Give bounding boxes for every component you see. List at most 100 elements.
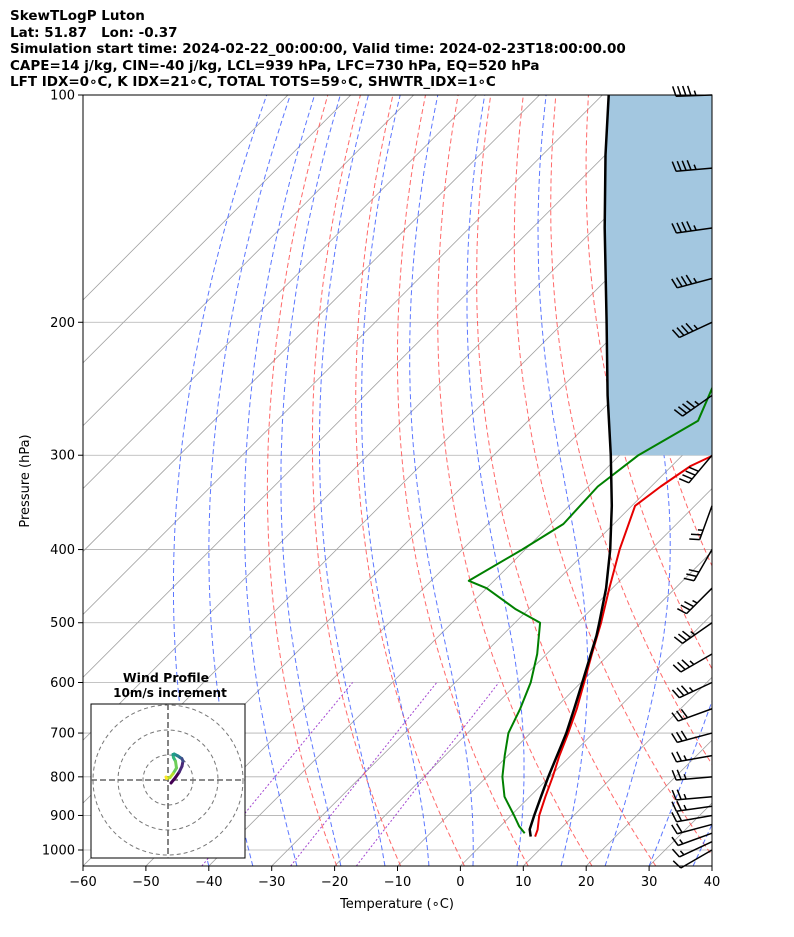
mixing-ratio-line xyxy=(290,682,438,866)
barb-half-flag xyxy=(693,277,698,284)
barb-flag xyxy=(685,322,694,332)
barb-flag xyxy=(688,466,699,473)
parcel-line xyxy=(528,95,614,837)
barb-flag xyxy=(680,275,688,286)
moist-adiabat-line xyxy=(466,95,525,866)
barb-half-flag xyxy=(693,225,697,231)
barb-flag xyxy=(676,811,683,822)
barb-flag xyxy=(676,769,682,780)
barb-half-flag xyxy=(693,324,699,330)
dry-adiabat-line xyxy=(355,95,465,866)
x-tick-label: 10 xyxy=(515,875,532,890)
isotherm-line xyxy=(711,865,712,866)
barb-flag xyxy=(676,608,687,615)
isotherm-line xyxy=(83,95,289,301)
moist-adiabat-line xyxy=(737,95,794,866)
isotherm-line xyxy=(83,95,414,427)
y-tick-label: 500 xyxy=(50,616,75,631)
isotherm-line xyxy=(83,95,540,553)
barb-half-flag xyxy=(688,686,694,692)
x-tick-label: 30 xyxy=(641,875,658,890)
barb-shaft xyxy=(698,505,713,540)
wind-barb xyxy=(678,454,713,484)
temperature-line xyxy=(534,454,712,837)
background-lines xyxy=(83,95,794,866)
wind-barb xyxy=(689,505,713,541)
barb-flag xyxy=(680,324,689,334)
barb-flag xyxy=(671,329,680,338)
barb-shaft xyxy=(680,653,713,673)
inset-subtitle: 10m/s increment xyxy=(113,686,227,700)
dry-adiabat-line xyxy=(751,95,794,866)
barb-shaft xyxy=(676,795,713,801)
wind-barbs xyxy=(671,85,713,869)
wind-barb xyxy=(671,823,713,835)
isotherm-line xyxy=(397,550,712,866)
barb-flag xyxy=(676,222,682,233)
barb-shaft xyxy=(677,277,713,289)
dry-adiabat-line xyxy=(437,95,593,866)
barb-flag xyxy=(671,733,678,743)
y-tick-label: 1000 xyxy=(42,844,75,859)
y-axis-label: Pressure (hPa) xyxy=(18,434,33,527)
isotherm-line xyxy=(83,95,477,490)
barb-shaft xyxy=(677,832,713,847)
wind-barb xyxy=(671,681,713,699)
barb-flag xyxy=(671,812,678,823)
location-line: Lat: 51.87 Lon: -0.37 xyxy=(10,24,178,41)
isotherm-line xyxy=(83,95,603,615)
barb-flag xyxy=(671,161,677,172)
indices-line-1: CAPE=14 j/kg, CIN=-40 j/kg, LCL=939 hPa,… xyxy=(10,57,540,74)
x-tick-label: 20 xyxy=(578,875,595,890)
barb-flag xyxy=(671,836,679,846)
barb-flag xyxy=(675,731,683,742)
barb-half-flag xyxy=(693,164,697,170)
wind-barb xyxy=(671,841,713,858)
y-tick-label: 400 xyxy=(50,543,75,558)
barb-shaft xyxy=(676,814,713,823)
barb-flag xyxy=(688,568,700,573)
barb-shaft xyxy=(676,805,713,812)
barb-flag xyxy=(671,278,678,289)
time-line: Simulation start time: 2024-02-22_00:00:… xyxy=(10,41,626,57)
barb-flag xyxy=(677,633,688,642)
barb-half-flag xyxy=(690,630,696,636)
wind-barb xyxy=(683,549,713,582)
y-tick-label: 900 xyxy=(50,809,75,824)
x-tick-label: −40 xyxy=(195,875,222,890)
isotherm-line xyxy=(83,95,352,364)
x-tick-label: −30 xyxy=(258,875,285,890)
barb-flag xyxy=(681,659,690,668)
barb-shaft xyxy=(693,549,713,582)
wind-barb xyxy=(671,751,713,763)
barb-flag xyxy=(677,406,688,414)
barb-flag xyxy=(685,470,696,476)
barb-flag xyxy=(686,573,697,578)
wind-barb xyxy=(671,160,713,173)
barb-flag xyxy=(675,277,683,287)
barb-flag xyxy=(675,823,683,833)
barb-shaft xyxy=(676,167,713,173)
barb-flag xyxy=(685,274,693,285)
hodograph-segment xyxy=(164,775,168,780)
inset-plot xyxy=(91,704,245,858)
wind-barb xyxy=(672,849,713,869)
barb-flag xyxy=(680,730,688,741)
barb-flag xyxy=(683,577,695,582)
barb-flag xyxy=(682,403,692,411)
moist-adiabat-line xyxy=(361,95,430,866)
barb-half-flag xyxy=(683,755,688,761)
barb-flag xyxy=(673,409,683,417)
barb-shaft xyxy=(680,849,713,869)
isotherm-line xyxy=(208,362,712,866)
barb-flag xyxy=(672,664,682,673)
isotherm-line xyxy=(145,299,712,866)
barb-flag xyxy=(681,160,687,171)
x-tick-label: −20 xyxy=(321,875,348,890)
barb-shaft xyxy=(676,776,713,781)
barb-flag xyxy=(686,400,696,409)
barb-half-flag xyxy=(679,850,685,856)
barb-flag xyxy=(690,533,702,536)
barb-flag xyxy=(676,85,682,97)
barb-flag xyxy=(680,708,689,719)
